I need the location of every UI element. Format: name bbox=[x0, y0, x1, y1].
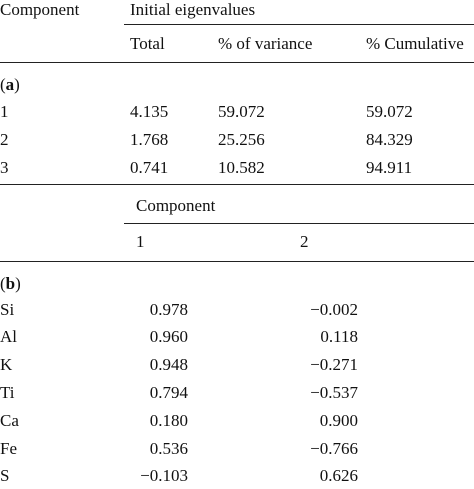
row-total: 1.768 bbox=[130, 130, 169, 149]
row-cumulative: 59.072 bbox=[366, 102, 413, 121]
header-group-rule bbox=[124, 24, 474, 25]
row-component-1: 0.794 bbox=[149, 383, 188, 402]
header-variance: % of variance bbox=[218, 34, 313, 53]
row-variance: 25.256 bbox=[218, 130, 265, 149]
header-col-2: 2 bbox=[300, 232, 309, 251]
header-component-b: Component bbox=[136, 196, 216, 215]
section-label-b: (b) bbox=[0, 274, 21, 293]
row-element: Al bbox=[0, 327, 17, 346]
row-component-2: −0.271 bbox=[310, 355, 358, 374]
row-component-2: 0.900 bbox=[319, 411, 358, 430]
row-component-2: 0.118 bbox=[320, 327, 358, 346]
row-cumulative: 94.911 bbox=[366, 158, 413, 177]
row-component-2: −0.766 bbox=[310, 439, 358, 458]
row-component-1: 0.978 bbox=[149, 300, 188, 319]
row-component-2: 0.626 bbox=[319, 466, 358, 485]
header-b-bottom-rule bbox=[0, 261, 474, 262]
table-a-bottom-rule bbox=[0, 184, 474, 185]
row-element: Fe bbox=[0, 439, 17, 458]
row-cumulative: 84.329 bbox=[366, 130, 413, 149]
header-total: Total bbox=[130, 34, 165, 53]
header-b-group-rule bbox=[124, 223, 474, 224]
row-component: 1 bbox=[0, 102, 9, 121]
header-bottom-rule bbox=[0, 62, 474, 63]
row-component-2: −0.002 bbox=[310, 300, 358, 319]
header-initial-eigenvalues: Initial eigenvalues bbox=[130, 0, 256, 19]
header-col-1: 1 bbox=[136, 232, 145, 251]
row-variance: 59.072 bbox=[218, 102, 265, 121]
row-element: Si bbox=[0, 300, 15, 319]
row-element: Ti bbox=[0, 383, 15, 402]
header-cumulative: % Cumulative bbox=[366, 34, 464, 53]
row-total: 4.135 bbox=[130, 102, 169, 121]
row-component-2: −0.537 bbox=[310, 383, 358, 402]
row-component-1: 0.960 bbox=[149, 327, 188, 346]
row-component-1: 0.536 bbox=[149, 439, 188, 458]
row-component-1: 0.180 bbox=[149, 411, 188, 430]
row-component-1: −0.103 bbox=[140, 466, 188, 485]
section-label-a: (a) bbox=[0, 75, 20, 94]
row-component: 3 bbox=[0, 158, 9, 177]
header-component: Component bbox=[0, 0, 80, 19]
row-element: Ca bbox=[0, 411, 19, 430]
row-component: 2 bbox=[0, 130, 9, 149]
row-element: K bbox=[0, 355, 13, 374]
row-total: 0.741 bbox=[130, 158, 169, 177]
row-element: S bbox=[0, 466, 10, 485]
row-variance: 10.582 bbox=[218, 158, 265, 177]
row-component-1: 0.948 bbox=[149, 355, 188, 374]
